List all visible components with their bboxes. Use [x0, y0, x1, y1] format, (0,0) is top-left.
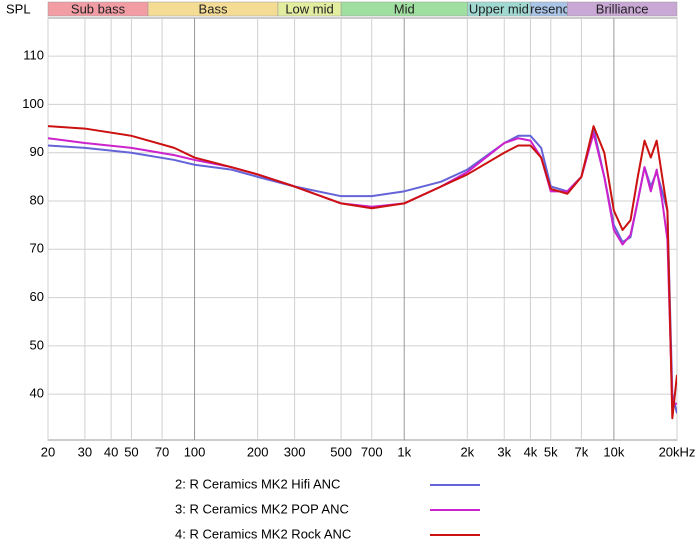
x-tick-label: 50 [124, 444, 138, 459]
y-tick-label: 90 [30, 144, 44, 159]
band-label: Mid [394, 1, 415, 16]
x-tick-label: 30 [78, 444, 92, 459]
x-tick-label: 4k [524, 444, 538, 459]
x-tick-label: 1k [397, 444, 411, 459]
y-tick-label: 40 [30, 386, 44, 401]
x-tick-label: 300 [284, 444, 306, 459]
x-tick-label: 20 [41, 444, 55, 459]
x-tick-label: 20kHz [659, 444, 696, 459]
y-tick-label: 70 [30, 241, 44, 256]
y-tick-label: 110 [23, 48, 44, 63]
x-tick-label: 2k [460, 444, 474, 459]
x-tick-label: 40 [104, 444, 118, 459]
y-tick-label: 50 [30, 337, 44, 352]
plot-area [47, 17, 678, 441]
band-label: Low mid [285, 1, 333, 16]
band-label: Upper mid [469, 1, 529, 16]
x-tick-label: 10k [603, 444, 624, 459]
x-tick-label: 500 [330, 444, 352, 459]
y-axis-label: SPL [6, 1, 31, 16]
x-tick-label: 5k [544, 444, 558, 459]
y-tick-label: 80 [30, 192, 44, 207]
band-label: Brilliance [596, 1, 649, 16]
x-tick-label: 70 [155, 444, 169, 459]
series-line [48, 125, 677, 420]
x-tick-label: 100 [184, 444, 206, 459]
legend-label: 4: R Ceramics MK2 Rock ANC [175, 526, 351, 541]
legend-label: 3: R Ceramics MK2 POP ANC [175, 501, 349, 516]
legend-label: 2: R Ceramics MK2 Hifi ANC [175, 476, 340, 491]
band [567, 1, 678, 17]
x-tick-label: 700 [361, 444, 383, 459]
x-tick-label: 200 [247, 444, 269, 459]
y-tick-label: 100 [22, 96, 44, 111]
y-tick-label: 60 [30, 289, 44, 304]
band-label: Sub bass [71, 1, 126, 16]
x-tick-label: 3k [497, 444, 511, 459]
band-label: Bass [199, 1, 228, 16]
x-tick-label: 7k [575, 444, 589, 459]
band-label: Presence [521, 1, 576, 16]
